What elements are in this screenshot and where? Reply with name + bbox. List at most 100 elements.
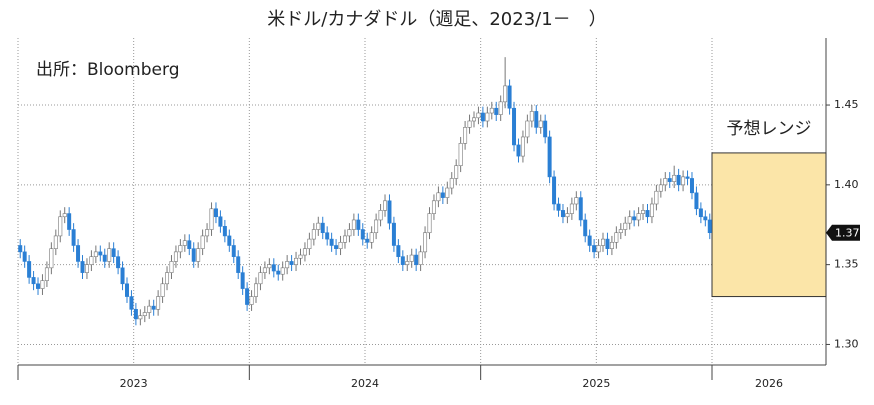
candle-body (62, 213, 67, 218)
x-tick-label: 2024 (351, 377, 379, 390)
candle-body (36, 283, 41, 289)
candle-body (80, 261, 85, 273)
candle-body (623, 222, 628, 230)
candle-body (409, 254, 414, 262)
candle-body (347, 229, 352, 237)
forecast-range (711, 152, 827, 298)
candle-body (663, 178, 668, 186)
candle-body (53, 235, 58, 249)
candle-body (298, 254, 303, 259)
candle-body (31, 277, 36, 285)
candle-body (22, 251, 27, 262)
candle-body (560, 210, 565, 218)
candle-body (209, 208, 214, 230)
y-tick-label: 1.40 (834, 178, 859, 191)
candle-body (587, 235, 592, 246)
candle-body (18, 245, 23, 253)
candle-body (534, 111, 539, 128)
candle-body (316, 222, 321, 230)
candle-body (574, 197, 579, 205)
candle-body (454, 165, 459, 179)
candle-body (689, 178, 694, 194)
candle-body (427, 213, 432, 234)
last-value-tag (826, 224, 860, 241)
candle-body (182, 240, 187, 246)
candle-body (89, 256, 94, 265)
candle-body (609, 241, 614, 249)
candle-body (111, 248, 116, 257)
candle-body (601, 238, 605, 246)
candle-body (387, 200, 392, 224)
candle-body (431, 200, 436, 214)
candle-body (351, 219, 356, 230)
candle-body (249, 296, 254, 305)
candle-body (338, 241, 343, 249)
candle-body (267, 264, 272, 269)
candle-body (254, 283, 258, 297)
x-tick-label: 2026 (755, 377, 783, 390)
candle-body (525, 120, 530, 138)
candle-body (280, 267, 285, 275)
candle-body (227, 235, 232, 246)
candle-body (218, 216, 223, 227)
candle-body (658, 184, 663, 192)
candle-body (445, 187, 450, 198)
candle-body (147, 305, 152, 313)
x-tick-label: 2025 (582, 377, 610, 390)
candle-body (538, 120, 543, 128)
candle-body (592, 245, 597, 253)
candle-body (142, 312, 147, 317)
candle-body (200, 235, 205, 249)
candle-body (436, 192, 441, 202)
candle-body (116, 256, 121, 269)
source-note: 出所：Bloomberg (36, 60, 179, 80)
candle-body (360, 229, 365, 240)
candle-body (191, 248, 196, 262)
candle-body (498, 101, 503, 115)
candle-body (196, 248, 201, 262)
y-tick-label: 1.45 (834, 98, 859, 111)
candle-body (258, 272, 263, 285)
candle-body (240, 272, 245, 289)
candle-body (516, 144, 521, 157)
candle-body (156, 296, 161, 310)
candle-body (618, 229, 623, 234)
candle-body (378, 210, 383, 221)
candle-body (556, 203, 561, 211)
candle-body (289, 261, 294, 265)
candle-body (329, 238, 334, 246)
candle-body (396, 245, 401, 257)
candle-body (667, 178, 672, 182)
candle-body (311, 229, 316, 240)
candle-body (58, 216, 63, 237)
last-value-label: 1.37 (835, 227, 860, 240)
candle-body (222, 226, 227, 237)
candle-body (529, 111, 534, 122)
candle-body (400, 256, 405, 265)
candle-body (698, 208, 703, 218)
chart-title: 米ドル/カナダドル（週足、2023/1－ ） (267, 9, 606, 30)
candle-body (414, 254, 419, 265)
candle-body (627, 216, 632, 224)
candle-body (418, 251, 423, 265)
candle-body (614, 232, 619, 243)
candle-body (636, 213, 641, 221)
candle-body (160, 283, 165, 297)
candle-body (681, 176, 686, 186)
candle-body (449, 178, 454, 189)
candle-body (294, 257, 299, 265)
candle-body (205, 229, 210, 237)
candle-body (302, 248, 307, 256)
candle-body (369, 232, 374, 243)
candle-body (307, 238, 312, 249)
candle-body (391, 222, 396, 246)
candle-body (98, 251, 103, 256)
candle-body (672, 174, 677, 182)
candle-body (213, 208, 218, 218)
candle-body (173, 251, 178, 262)
candle-body (685, 176, 690, 179)
candle-body (138, 315, 143, 320)
candle-body (165, 272, 170, 285)
candle-body (102, 254, 107, 262)
